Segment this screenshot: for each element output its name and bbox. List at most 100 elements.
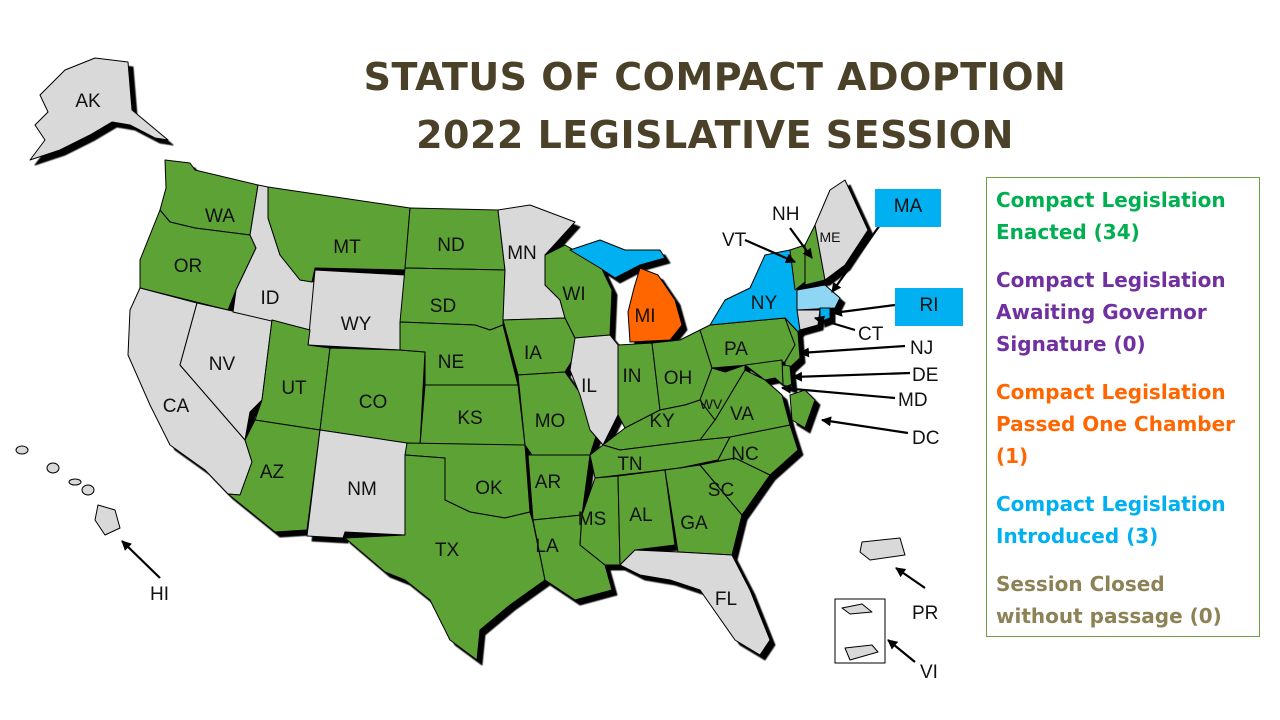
state-wy[interactable] [307, 269, 406, 351]
label-wy: WY [341, 314, 372, 335]
vi-arrow [887, 639, 916, 663]
label-mn: MN [507, 243, 537, 264]
label-mi: MI [634, 306, 655, 327]
label-vt: VT [722, 230, 747, 251]
ct-arrow [814, 315, 856, 332]
ma-arrow [831, 224, 881, 293]
md-arrow [781, 383, 896, 400]
state-de[interactable] [781, 364, 793, 389]
label-ma: MA [893, 196, 923, 217]
label-al: AL [629, 505, 652, 526]
legend-item-passed-one: Compact Legislation Passed One Chamber (… [996, 380, 1236, 468]
state-hi-3[interactable] [68, 478, 82, 486]
state-co[interactable] [319, 347, 426, 446]
label-wa: WA [205, 206, 235, 227]
title-line-2: 2022 LEGISLATIVE SESSION [416, 113, 1014, 157]
state-mi-upper[interactable] [569, 239, 666, 279]
label-de: DE [912, 365, 938, 386]
state-me[interactable] [814, 179, 869, 281]
label-co: CO [359, 392, 388, 413]
label-me: ME [820, 229, 841, 245]
label-in: IN [623, 366, 642, 387]
label-ma-box: MA [875, 189, 941, 227]
label-nv: NV [209, 354, 236, 375]
state-hi[interactable] [15, 445, 29, 455]
state-mo[interactable] [517, 371, 599, 456]
pr-arrow [895, 567, 926, 589]
label-ct: CT [858, 324, 884, 345]
label-ks: KS [457, 408, 482, 429]
state-mi[interactable] [627, 267, 683, 343]
label-ri: RI [919, 295, 939, 316]
label-mt: MT [333, 237, 361, 258]
label-nc: NC [731, 444, 758, 465]
state-hi-4[interactable] [81, 484, 95, 496]
legend-item-introduced: Compact Legislation Introduced (3) [996, 492, 1226, 548]
state-pr[interactable] [859, 537, 906, 561]
state-ct[interactable] [796, 309, 821, 331]
legend-item-enacted: Compact Legislation Enacted (34) [996, 188, 1226, 244]
label-il: IL [581, 376, 597, 397]
hawaii-islands [15, 445, 121, 536]
label-ia: IA [524, 343, 542, 364]
label-ri-box: RI [895, 288, 963, 326]
label-sd: SD [430, 296, 456, 317]
state-vi-2[interactable] [841, 603, 873, 615]
label-nm: NM [347, 479, 377, 500]
state-ak[interactable] [29, 57, 169, 161]
state-dc[interactable] [789, 389, 816, 429]
de-arrow [792, 371, 911, 382]
label-hi: HI [150, 584, 169, 605]
vt-arrow [744, 238, 796, 264]
label-va: VA [730, 404, 754, 425]
hi-arrow [121, 540, 161, 579]
label-pa: PA [724, 339, 748, 360]
label-tn: TN [617, 454, 642, 475]
state-fl[interactable] [619, 549, 771, 656]
nh-arrow [789, 227, 813, 259]
state-hi-5[interactable] [94, 504, 121, 536]
label-nh: NH [772, 204, 799, 225]
label-ky: KY [649, 411, 675, 432]
label-tx: TX [435, 540, 460, 561]
dc-arrow [821, 416, 909, 435]
state-al[interactable] [617, 469, 676, 566]
label-ne: NE [438, 352, 464, 373]
label-oh: OH [664, 368, 693, 389]
state-tx[interactable] [344, 454, 546, 661]
label-id: ID [261, 288, 280, 309]
state-md[interactable] [744, 359, 784, 386]
state-hi-2[interactable] [46, 462, 60, 474]
nj-arrow [799, 344, 906, 358]
label-ga: GA [680, 513, 708, 534]
label-fl: FL [715, 589, 737, 610]
label-az: AZ [260, 462, 285, 483]
label-vi: VI [920, 662, 938, 683]
label-dc: DC [912, 428, 939, 449]
legend-item-closed: Session Closed without passage (0) [996, 572, 1222, 628]
ri-arrow [832, 303, 896, 317]
label-ms: MS [578, 509, 607, 530]
label-ny: NY [751, 293, 778, 314]
state-wv[interactable] [699, 364, 746, 421]
title-line-1: STATUS OF COMPACT ADOPTION [363, 55, 1067, 99]
label-ca: CA [163, 396, 190, 417]
label-ar: AR [535, 472, 561, 493]
label-pr: PR [912, 603, 938, 624]
label-mo: MO [535, 411, 566, 432]
label-sc: SC [708, 480, 734, 501]
legend-item-awaiting: Compact Legislation Awaiting Governor Si… [996, 268, 1226, 356]
state-ma[interactable] [796, 284, 841, 311]
label-la: LA [535, 536, 559, 557]
label-ok: OK [475, 478, 503, 499]
legend: Compact Legislation Enacted (34) Compact … [986, 177, 1260, 637]
state-nc[interactable] [679, 424, 799, 476]
map-title: STATUS OF COMPACT ADOPTION 2022 LEGISLAT… [300, 48, 1130, 164]
state-vi[interactable] [844, 644, 879, 661]
label-wi: WI [562, 284, 585, 305]
label-ut: UT [281, 378, 307, 399]
label-ak: AK [75, 91, 101, 112]
label-nj: NJ [910, 338, 933, 359]
label-or: OR [174, 256, 203, 277]
